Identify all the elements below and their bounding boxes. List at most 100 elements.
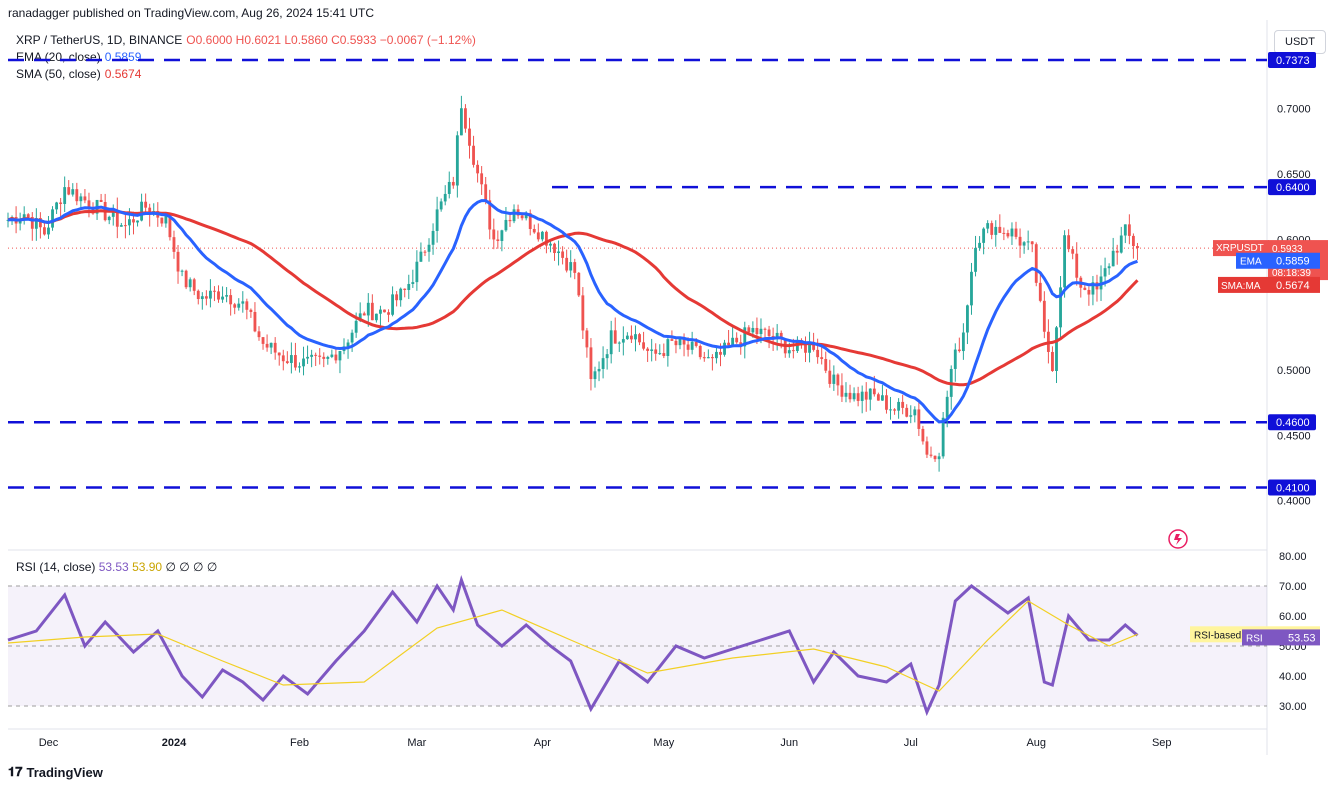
- sma-legend-row[interactable]: SMA (50, close) 0.5674: [16, 66, 476, 83]
- candle-body: [1006, 233, 1010, 237]
- time-tick-label: Apr: [534, 737, 551, 749]
- level-label: 0.4100: [1276, 483, 1310, 495]
- candle-body: [848, 392, 852, 400]
- candle-body: [196, 290, 200, 300]
- ema-legend-value: 0.5859: [104, 50, 142, 64]
- candle-body: [18, 219, 22, 224]
- rsi-tick-label: 80.00: [1279, 551, 1307, 563]
- candle-body: [589, 347, 593, 380]
- rsi-legend[interactable]: RSI (14, close) 53.53 53.90 ∅ ∅ ∅ ∅: [16, 560, 217, 574]
- candle-body: [1131, 235, 1135, 247]
- candle-body: [974, 247, 977, 272]
- candle-body: [306, 356, 309, 359]
- candle-body: [913, 409, 917, 416]
- tradingview-logo[interactable]: 𝟏𝟕 TradingView: [8, 764, 103, 780]
- candle-body: [1075, 253, 1079, 278]
- ema-tag-bg: [1236, 252, 1268, 269]
- level-label-bg: [1268, 414, 1316, 431]
- candle-body: [994, 226, 998, 235]
- candle-body: [723, 342, 726, 355]
- price-tick-label: 0.5000: [1277, 365, 1311, 377]
- price-axis[interactable]: 0.4000 0.4500 0.5000 0.6000 0.6500 0.7000: [1277, 104, 1311, 508]
- candle-body: [1115, 250, 1119, 253]
- candle-body: [593, 371, 597, 380]
- candle-body: [374, 313, 378, 321]
- tradingview-icon: 𝟏𝟕: [8, 764, 23, 779]
- candle-body: [480, 173, 484, 185]
- time-tick-label: Mar: [407, 737, 426, 749]
- level-label-bg: [1268, 479, 1316, 496]
- candle-body: [269, 342, 273, 348]
- candle-body: [731, 337, 735, 346]
- sma-tag-bg: [1218, 276, 1268, 293]
- candle-body: [285, 361, 289, 364]
- candle-body: [95, 199, 99, 214]
- candle-body: [488, 200, 492, 230]
- candle-body: [666, 339, 670, 356]
- rsi-pane[interactable]: 30.00 40.00 50.00 60.00 70.00 80.00: [8, 551, 1307, 713]
- price-tick-label: 0.6000: [1277, 234, 1311, 246]
- candle-body: [565, 257, 569, 271]
- candle-body: [83, 196, 87, 201]
- sma-legend-value: 0.5674: [104, 67, 142, 81]
- candle-body: [233, 304, 237, 308]
- rsi-legend-value: 53.53: [98, 560, 129, 574]
- candle-body: [621, 339, 625, 343]
- candle-body: [990, 223, 994, 235]
- candle-body: [597, 368, 601, 372]
- candle-body: [779, 332, 783, 339]
- candle-body: [423, 251, 427, 253]
- candle-body: [225, 295, 229, 297]
- ohlc-values: O0.6000 H0.6021 L0.5860 C0.5933 −0.0067 …: [186, 33, 476, 47]
- rsi-legend-label: RSI (14, close): [16, 560, 96, 574]
- candle-body: [686, 344, 690, 350]
- candle-body: [832, 374, 836, 384]
- candle-body: [1103, 268, 1107, 277]
- candle-body: [249, 309, 253, 312]
- candle-body: [47, 227, 50, 235]
- candle-body: [1030, 241, 1034, 245]
- candle-body: [184, 270, 188, 288]
- candle-body: [860, 391, 864, 401]
- realtime-icon[interactable]: [1168, 529, 1188, 549]
- candle-body: [557, 251, 560, 254]
- candle-body: [787, 350, 791, 354]
- currency-button[interactable]: USDT: [1274, 30, 1326, 54]
- candle-body: [816, 349, 820, 358]
- candle-body: [496, 239, 500, 241]
- candle-body: [370, 302, 374, 321]
- candle-body: [314, 354, 318, 356]
- candle-body: [391, 294, 394, 315]
- rsi-tick-label: 30.00: [1279, 701, 1307, 713]
- time-tick-label: Sep: [1152, 737, 1172, 749]
- candle-body: [706, 357, 710, 359]
- candle-body: [387, 312, 390, 315]
- candle-body: [670, 339, 674, 341]
- candle-body: [585, 330, 589, 348]
- candle-body: [346, 342, 350, 347]
- rsi-lines: [7, 575, 1139, 717]
- xrpusdt-label-text: XRPUSDT: [1216, 243, 1264, 254]
- time-axis[interactable]: Dec 2024 Feb Mar Apr May Jun Jul Aug Sep: [39, 737, 1172, 749]
- candle-body: [791, 350, 795, 352]
- candle-body: [763, 328, 767, 330]
- candle-body: [516, 209, 520, 216]
- candle-body: [549, 243, 552, 246]
- candle-body: [868, 388, 872, 400]
- candle-body: [885, 395, 888, 410]
- candle-body: [34, 218, 38, 229]
- rsi-ma-value-bg: [1268, 626, 1320, 643]
- candle-body: [613, 330, 617, 344]
- candle-body: [443, 193, 447, 202]
- time-tick-label: Aug: [1026, 737, 1046, 749]
- candle-body: [1127, 224, 1131, 236]
- candle-body: [500, 230, 504, 241]
- time-tick-label: 2024: [162, 737, 187, 749]
- candle-body: [1051, 351, 1054, 371]
- symbol-label[interactable]: XRP / TetherUS, 1D, BINANCE: [16, 33, 183, 47]
- candle-body: [273, 342, 277, 353]
- level-label-bg: [1268, 52, 1316, 68]
- ema-legend-row[interactable]: EMA (20, close) 0.5859: [16, 49, 476, 66]
- candle-body: [188, 279, 192, 288]
